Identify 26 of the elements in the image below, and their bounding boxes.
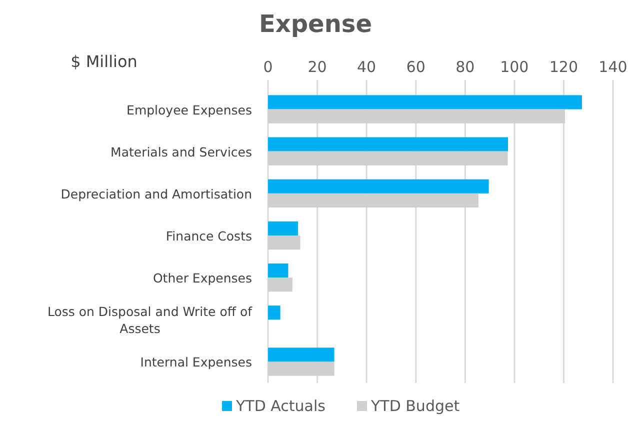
bar: [268, 221, 298, 236]
bar: [268, 263, 288, 278]
x-tick-label: 40: [357, 58, 376, 76]
x-tick-label: 120: [549, 58, 578, 76]
bar: [268, 306, 280, 320]
x-tick-label: 140: [598, 58, 628, 76]
y-tick-label: Materials and Services: [110, 144, 252, 160]
x-tick-label: 100: [500, 58, 529, 76]
y-tick-label: Depreciation and Amortisation: [60, 186, 252, 202]
chart-title: Expense: [259, 10, 372, 38]
x-tick-label: 60: [406, 58, 426, 76]
y-tick-label: Employee Expenses: [126, 102, 252, 118]
y-tick-label: Loss on Disposal and Write off of Assets: [48, 304, 253, 336]
x-tick-label: 0: [263, 58, 273, 76]
bar: [268, 95, 582, 110]
legend-label: YTD Budget: [370, 397, 460, 415]
x-tick-label: 20: [308, 58, 327, 76]
x-tick-label: 80: [456, 58, 475, 76]
legend-label: YTD Actuals: [235, 397, 326, 415]
bar: [268, 137, 508, 152]
x-axis-title: $ Million: [70, 52, 138, 71]
bar: [268, 348, 334, 362]
y-tick-label: Other Expenses: [152, 270, 252, 286]
y-tick-label: Finance Costs: [166, 228, 252, 244]
y-tick-label: Internal Expenses: [140, 354, 252, 370]
bar: [268, 179, 489, 194]
